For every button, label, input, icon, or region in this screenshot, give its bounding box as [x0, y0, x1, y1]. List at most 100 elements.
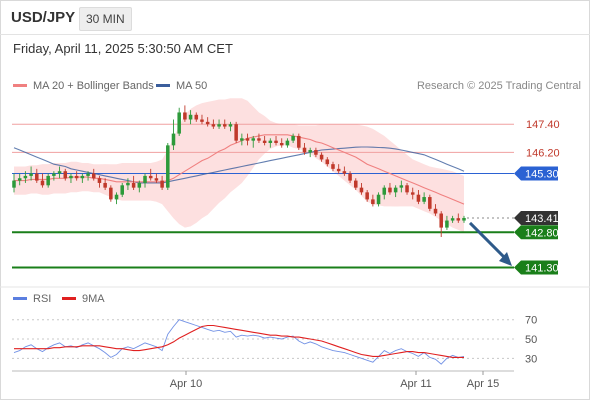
candle-body — [348, 173, 352, 181]
ma50-swatch — [156, 83, 170, 87]
candle-body — [291, 135, 295, 141]
level-label-145-30: 145.30 — [525, 169, 559, 181]
candle — [302, 143, 307, 155]
candle — [228, 121, 233, 132]
research-credit: Research © 2025 Trading Central — [416, 80, 581, 92]
symbol-title: USD/JPY — [11, 9, 76, 26]
candle — [439, 211, 443, 237]
candle — [410, 187, 415, 200]
candle-body — [160, 180, 164, 188]
candle — [234, 121, 238, 143]
candle — [103, 178, 107, 190]
candle-body — [35, 173, 39, 181]
candle-body — [74, 175, 79, 179]
candle — [80, 173, 85, 183]
candle — [365, 190, 369, 202]
candle-body — [342, 171, 347, 174]
ma20-swatch — [13, 83, 27, 87]
candle — [148, 168, 153, 181]
candle-body — [217, 124, 221, 127]
candle-body — [222, 124, 227, 127]
candle-body — [359, 187, 364, 193]
candle — [35, 168, 39, 183]
candle-body — [177, 112, 181, 134]
candle-body — [376, 194, 381, 205]
candle-body — [91, 173, 96, 179]
forecast-arrow-shaft — [468, 221, 507, 260]
candle-body — [331, 164, 335, 169]
x-tick-label-apr-15: Apr 15 — [467, 378, 499, 390]
ma50-label: MA 50 — [176, 80, 208, 92]
candle-body — [69, 175, 73, 179]
level-label-141-30: 141.30 — [525, 263, 559, 275]
candle-body — [279, 143, 284, 146]
candle-body — [439, 213, 443, 228]
candle-body — [268, 140, 273, 143]
candle — [222, 119, 227, 129]
candle-body — [137, 182, 142, 188]
candle-body — [388, 187, 392, 193]
candle — [405, 182, 409, 195]
candle — [46, 173, 50, 188]
candle — [205, 117, 210, 127]
candle — [274, 135, 278, 146]
ma50-line — [13, 146, 465, 184]
timeframe-button[interactable]: 30 MIN — [79, 7, 132, 31]
candle — [268, 138, 273, 148]
candle — [416, 190, 421, 205]
candle — [428, 194, 432, 212]
candle-body — [63, 171, 68, 179]
candle — [445, 215, 449, 230]
candle — [433, 204, 438, 216]
candle-body — [314, 150, 318, 155]
forecast-arrow-head — [499, 252, 512, 267]
candle-body — [450, 218, 455, 221]
legend-ma50: MA 50 — [156, 80, 207, 92]
candle-body — [194, 114, 199, 120]
candle — [285, 138, 290, 148]
candle — [257, 133, 261, 143]
candle — [91, 168, 96, 181]
candle-body — [257, 138, 261, 141]
rsi-swatch — [13, 296, 27, 300]
candle — [308, 147, 312, 158]
candle — [12, 173, 16, 193]
rsi-label: RSI — [33, 293, 52, 305]
candle-body — [456, 218, 461, 221]
candle-body — [97, 178, 102, 183]
candle-body — [143, 175, 147, 183]
candle — [376, 192, 381, 207]
rsi-tick-50: 50 — [525, 334, 537, 346]
candle-body — [131, 182, 136, 188]
candle — [388, 182, 392, 195]
rsi-series-9ma — [14, 324, 464, 358]
candle-body — [103, 182, 107, 188]
candle — [422, 192, 426, 205]
x-tick-label-apr-10: Apr 10 — [170, 378, 202, 390]
candle-body — [154, 178, 159, 181]
candle-body — [382, 187, 387, 195]
candle-body — [336, 168, 341, 172]
level-label-142-80: 142.80 — [525, 227, 559, 239]
candle — [183, 105, 187, 122]
ma20-line — [14, 134, 465, 205]
rsi-series-rsi — [13, 319, 465, 365]
candle — [23, 171, 28, 183]
candle — [57, 166, 62, 179]
candle — [462, 215, 466, 223]
candle-body — [433, 208, 438, 214]
level-label-143-41: 143.41 — [525, 213, 559, 225]
rsi-tick-70: 70 — [525, 315, 537, 327]
candle — [393, 185, 398, 198]
candle — [291, 133, 295, 143]
candle — [399, 180, 404, 193]
candle-body — [46, 175, 50, 186]
candle — [331, 161, 335, 172]
candle-body — [188, 114, 193, 120]
candle-body — [319, 154, 324, 160]
candle-body — [308, 150, 312, 153]
candle-body — [416, 194, 421, 202]
candle — [456, 213, 461, 223]
candle — [171, 119, 176, 151]
candle — [74, 171, 79, 181]
